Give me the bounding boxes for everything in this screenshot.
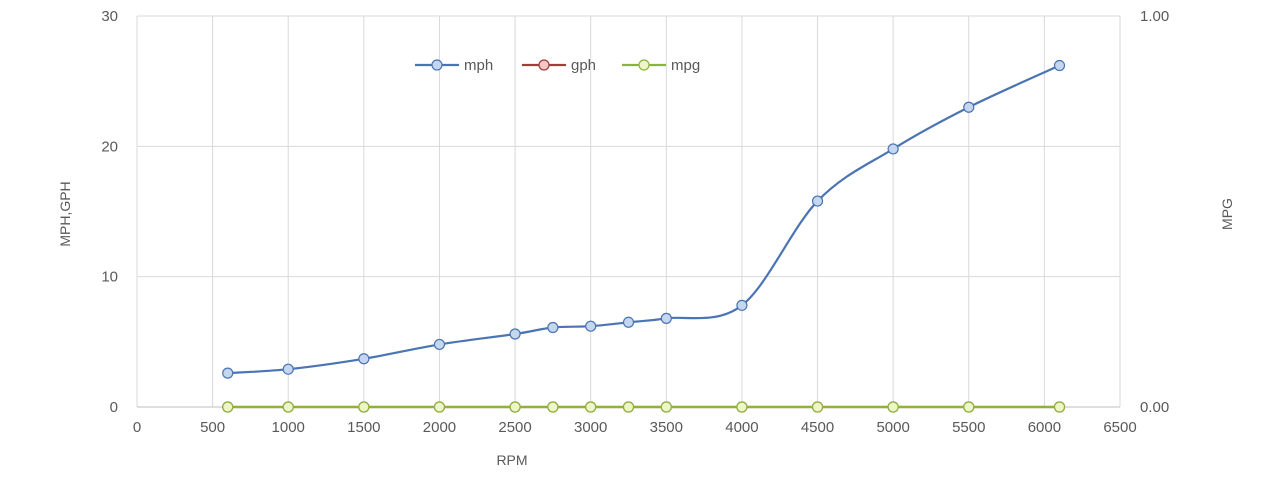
y-axis-ticks: 0 10 20 30: [101, 8, 118, 416]
x-axis-title: RPM: [496, 452, 527, 468]
legend-marker: [538, 59, 550, 71]
data-point-mpg: [811, 401, 824, 413]
y-tick-label: 0: [110, 399, 118, 416]
data-point-mpg: [660, 401, 672, 413]
data-point-mph: [585, 320, 597, 332]
data-point-mph: [736, 299, 748, 311]
data-point-mpg: [509, 401, 521, 413]
y-tick-label: 20: [101, 138, 118, 155]
y2-axis-ticks: 0.00 1.00: [1140, 8, 1169, 416]
legend-label: gph: [571, 57, 596, 74]
data-point-mph: [358, 353, 370, 365]
legend-marker: [638, 59, 650, 71]
data-point-mph: [811, 195, 824, 207]
data-point-mph: [509, 328, 521, 340]
x-tick-label: 3000: [574, 419, 607, 436]
data-point-mpg: [963, 401, 975, 413]
data-point-mpg: [1053, 401, 1066, 413]
legend-marker: [431, 59, 443, 71]
grid: [136, 15, 1121, 408]
y-tick-label: 10: [101, 269, 118, 286]
data-point-mpg: [887, 401, 899, 413]
y2-tick-label: 1.00: [1140, 8, 1169, 25]
data-point-mph: [433, 338, 446, 351]
data-point-mph: [660, 312, 672, 324]
x-tick-label: 5500: [952, 419, 985, 436]
data-point-mpg: [282, 401, 294, 413]
data-point-mph: [963, 101, 975, 113]
x-tick-label: 500: [200, 419, 225, 436]
x-tick-label: 2500: [498, 419, 531, 436]
x-tick-label: 5000: [876, 419, 909, 436]
data-point-mpg: [585, 401, 597, 413]
data-point-mpg: [433, 401, 446, 413]
data-point-mph: [282, 363, 294, 375]
legend-label: mph: [464, 57, 493, 74]
legend-item-gph: gph: [522, 57, 596, 74]
data-point-mpg: [358, 401, 370, 413]
data-point-mpg: [222, 401, 234, 413]
data-point-mph: [222, 367, 234, 379]
x-tick-label: 6000: [1028, 419, 1061, 436]
y-tick-label: 30: [101, 8, 118, 25]
x-tick-label: 4500: [801, 419, 834, 436]
x-tick-label: 1500: [347, 419, 380, 436]
x-tick-label: 6500: [1103, 419, 1136, 436]
y2-tick-label: 0.00: [1140, 399, 1169, 416]
legend-item-mpg: mpg: [622, 57, 700, 74]
data-point-mpg: [622, 401, 635, 413]
y2-axis-title: MPG: [1219, 198, 1235, 230]
data-point-mpg: [547, 401, 559, 413]
legend: mph gph mpg: [415, 57, 700, 74]
x-axis-ticks: 0 500 1000 1500 2000 2500 3000 3500 4000 4500 5000…: [133, 419, 1137, 436]
x-tick-label: 0: [133, 419, 141, 436]
series-mpg: [222, 401, 1066, 413]
x-tick-label: 1000: [272, 419, 305, 436]
data-point-mph: [887, 143, 899, 155]
data-point-mph: [547, 321, 559, 334]
legend-item-mph: mph: [415, 57, 493, 74]
x-tick-label: 2000: [423, 419, 456, 436]
data-point-mpg: [736, 401, 748, 413]
series-line-mph: [227, 64, 1060, 375]
data-point-mph: [622, 316, 635, 328]
series-layer: [222, 59, 1066, 413]
x-tick-label: 3500: [650, 419, 683, 436]
data-point-mph: [1053, 59, 1066, 72]
x-tick-label: 4000: [725, 419, 758, 436]
series-mph: [222, 59, 1066, 379]
y-axis-title: MPH,GPH: [57, 181, 73, 246]
legend-label: mpg: [671, 57, 700, 74]
